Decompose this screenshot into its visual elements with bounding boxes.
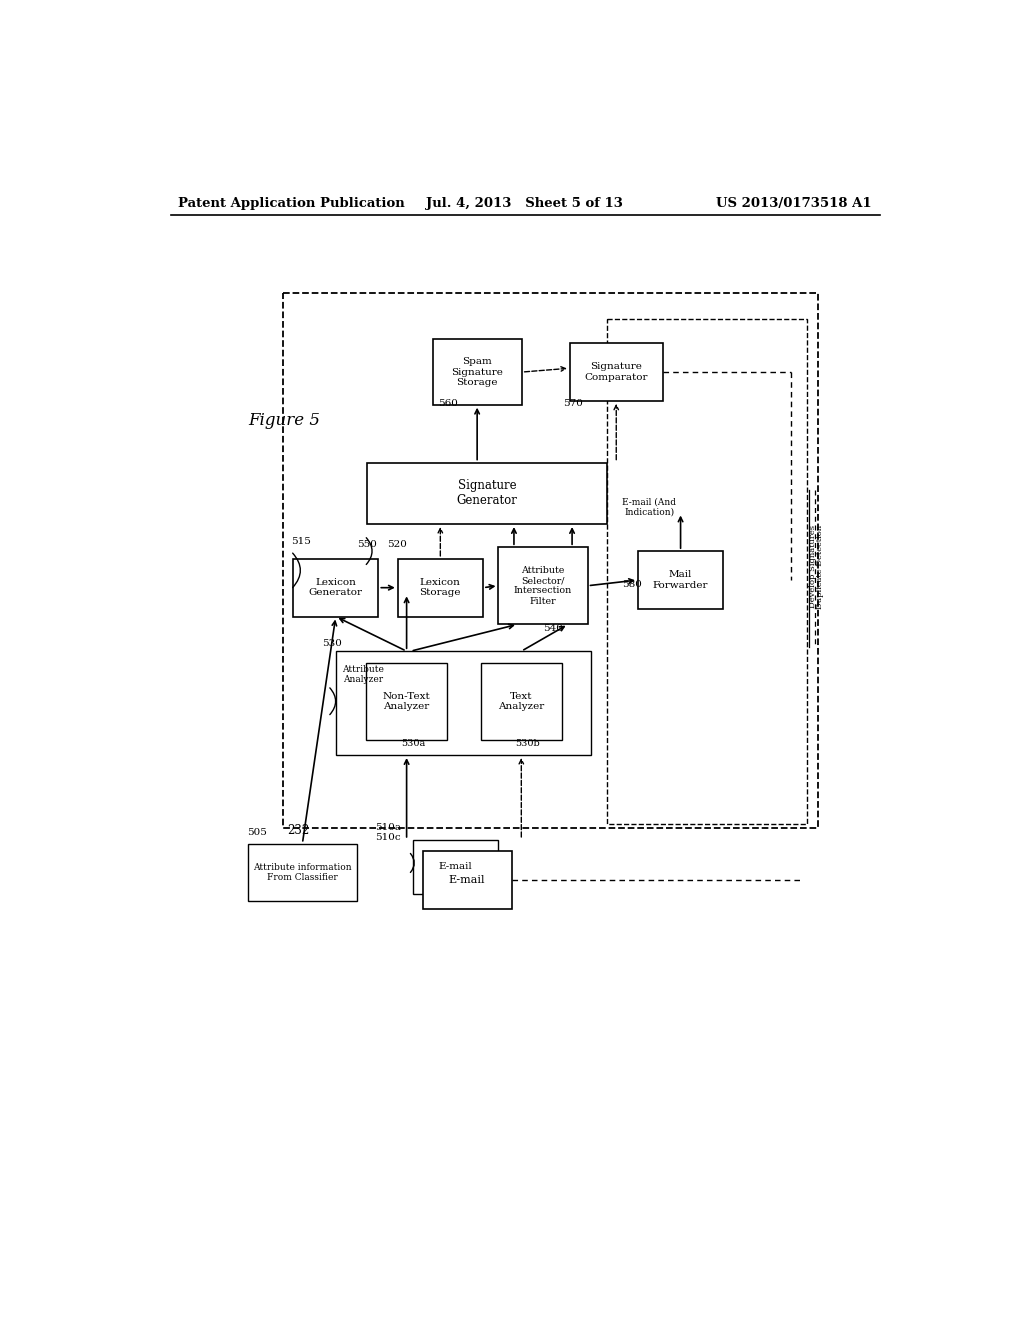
Text: Spam
Signature
Storage: Spam Signature Storage xyxy=(452,358,503,387)
Bar xyxy=(423,851,512,909)
Text: E-mail: E-mail xyxy=(449,875,485,886)
Text: 515: 515 xyxy=(291,537,310,546)
Bar xyxy=(397,558,483,616)
Text: Lexicon
Generator: Lexicon Generator xyxy=(308,578,362,598)
Bar xyxy=(367,462,607,524)
Text: Develop Signatures: Develop Signatures xyxy=(809,525,817,609)
Bar xyxy=(607,318,807,825)
Bar xyxy=(366,663,447,739)
Bar xyxy=(293,558,378,616)
Text: 560: 560 xyxy=(438,399,458,408)
Text: Jul. 4, 2013   Sheet 5 of 13: Jul. 4, 2013 Sheet 5 of 13 xyxy=(426,197,624,210)
Text: Mail
Forwarder: Mail Forwarder xyxy=(653,570,709,590)
Text: 510c: 510c xyxy=(375,833,400,842)
Bar xyxy=(638,552,723,609)
Text: E-mail: E-mail xyxy=(439,862,473,871)
Text: 530a: 530a xyxy=(401,739,426,748)
Text: Duplicate Detection: Duplicate Detection xyxy=(816,524,824,609)
Bar xyxy=(499,548,588,624)
Text: Attribute
Selector/
Intersection
Filter: Attribute Selector/ Intersection Filter xyxy=(514,566,572,606)
Text: Signature
Generator: Signature Generator xyxy=(457,479,517,507)
Text: Figure 5: Figure 5 xyxy=(248,412,321,429)
Text: US 2013/0173518 A1: US 2013/0173518 A1 xyxy=(717,197,872,210)
Bar xyxy=(432,339,521,405)
Text: 570: 570 xyxy=(563,399,584,408)
Bar xyxy=(480,663,562,739)
Text: 540: 540 xyxy=(544,623,563,632)
Text: Patent Application Publication: Patent Application Publication xyxy=(178,197,406,210)
Bar xyxy=(248,843,356,902)
Text: Signature
Comparator: Signature Comparator xyxy=(585,363,648,381)
Bar xyxy=(569,343,663,401)
Text: Attribute
Analyzer: Attribute Analyzer xyxy=(342,665,384,685)
Text: 520: 520 xyxy=(387,540,407,549)
Text: E-mail (And
Indication): E-mail (And Indication) xyxy=(623,498,677,517)
Bar xyxy=(283,293,818,829)
Text: Text
Analyzer: Text Analyzer xyxy=(499,692,545,711)
Text: 505: 505 xyxy=(247,829,266,837)
Text: 580: 580 xyxy=(622,579,642,589)
Text: 510a: 510a xyxy=(375,824,400,832)
Text: 550: 550 xyxy=(357,540,377,549)
Bar xyxy=(414,840,499,894)
Bar xyxy=(336,651,592,755)
Text: 530: 530 xyxy=(322,639,342,648)
Text: Attribute information
From Classifier: Attribute information From Classifier xyxy=(253,863,351,882)
Text: Non-Text
Analyzer: Non-Text Analyzer xyxy=(383,692,430,711)
Text: 232: 232 xyxy=(287,825,309,837)
Text: Lexicon
Storage: Lexicon Storage xyxy=(420,578,461,598)
Text: 530b: 530b xyxy=(515,739,541,748)
